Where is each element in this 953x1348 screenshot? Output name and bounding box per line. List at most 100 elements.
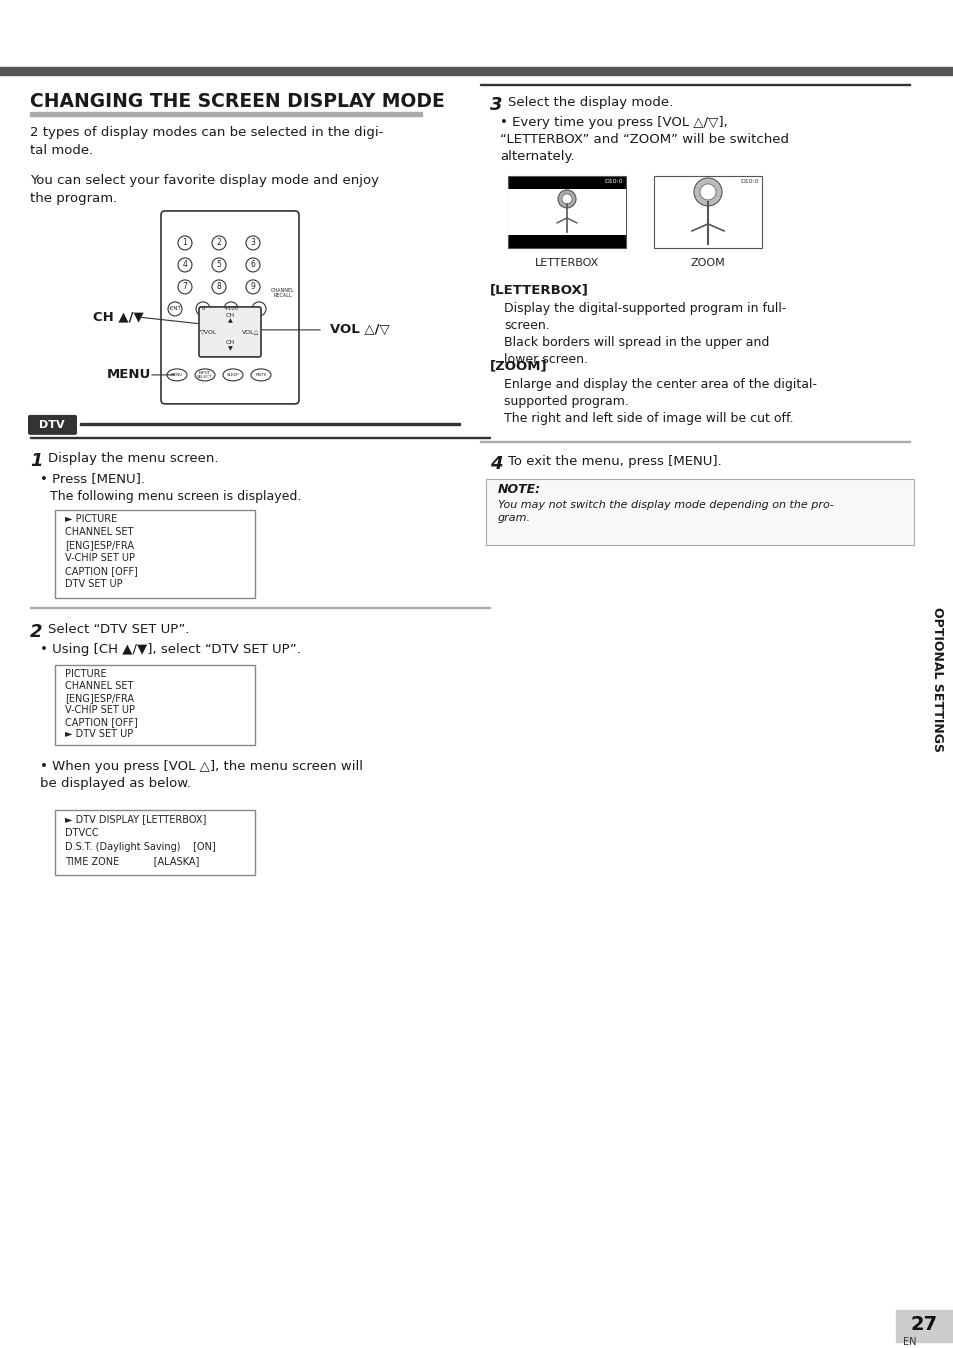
Text: DTV: DTV	[39, 419, 65, 430]
Text: • When you press [VOL △], the menu screen will
be displayed as below.: • When you press [VOL △], the menu scree…	[40, 760, 363, 790]
Circle shape	[178, 257, 192, 272]
Circle shape	[246, 257, 260, 272]
Text: CHANGING THE SCREEN DISPLAY MODE: CHANGING THE SCREEN DISPLAY MODE	[30, 92, 444, 111]
Text: CHANNEL
RECALL: CHANNEL RECALL	[271, 287, 294, 298]
Text: [LETTERBOX]: [LETTERBOX]	[490, 284, 588, 297]
Bar	[654, 177, 761, 248]
Bar	[507, 189, 625, 235]
Text: Display the digital-supported program in full-
screen.
Black borders will spread: Display the digital-supported program in…	[503, 302, 785, 365]
Text: +100: +100	[223, 306, 238, 311]
Ellipse shape	[167, 369, 187, 381]
Bar	[0, 67, 953, 75]
Text: 2 types of display modes can be selected in the digi-
tal mode.: 2 types of display modes can be selected…	[30, 125, 383, 156]
Text: CH ▲/▼: CH ▲/▼	[92, 310, 144, 324]
Circle shape	[700, 183, 716, 200]
FancyBboxPatch shape	[55, 810, 254, 875]
Text: 3: 3	[490, 96, 502, 115]
Text: 7: 7	[182, 283, 187, 291]
Ellipse shape	[194, 369, 214, 381]
Text: • Press [MENU].: • Press [MENU].	[40, 472, 145, 485]
Circle shape	[178, 236, 192, 249]
Text: [ENG]ESP/FRA: [ENG]ESP/FRA	[65, 539, 133, 550]
Text: 27: 27	[909, 1316, 937, 1335]
Text: The following menu screen is displayed.: The following menu screen is displayed.	[50, 489, 301, 503]
Circle shape	[178, 280, 192, 294]
Text: Select the display mode.: Select the display mode.	[507, 96, 673, 109]
Circle shape	[224, 302, 237, 315]
Text: V-CHIP SET UP: V-CHIP SET UP	[65, 553, 135, 563]
Text: NOTE:: NOTE:	[497, 483, 540, 496]
Text: D10:0: D10:0	[604, 179, 622, 183]
FancyBboxPatch shape	[161, 210, 298, 404]
FancyBboxPatch shape	[55, 665, 254, 745]
Text: 2: 2	[216, 239, 221, 248]
Text: MENU: MENU	[107, 368, 152, 381]
Text: Display the menu screen.: Display the menu screen.	[48, 452, 218, 465]
Text: TIME ZONE           [ALASKA]: TIME ZONE [ALASKA]	[65, 856, 199, 865]
Circle shape	[693, 178, 721, 206]
FancyBboxPatch shape	[55, 510, 254, 597]
Text: • Every time you press [VOL △/▽],
“LETTERBOX” and “ZOOM” will be switched
altern: • Every time you press [VOL △/▽], “LETTE…	[499, 116, 788, 163]
Text: Enlarge and display the center area of the digital-
supported program.
The right: Enlarge and display the center area of t…	[503, 377, 816, 425]
Text: D10:0: D10:0	[740, 179, 759, 183]
Bar	[30, 112, 421, 116]
Circle shape	[195, 302, 210, 315]
Text: 8: 8	[216, 283, 221, 291]
FancyBboxPatch shape	[28, 415, 77, 435]
Text: ZOOM: ZOOM	[690, 257, 724, 268]
Text: 1: 1	[30, 452, 43, 470]
Text: PICTURE: PICTURE	[65, 669, 107, 679]
Text: DTV SET UP: DTV SET UP	[65, 578, 123, 589]
Circle shape	[561, 194, 572, 204]
Text: 6: 6	[251, 260, 255, 270]
Text: 1: 1	[182, 239, 187, 248]
Circle shape	[558, 190, 576, 208]
Text: 4: 4	[490, 454, 502, 473]
FancyBboxPatch shape	[199, 307, 261, 357]
Text: DTVCC: DTVCC	[65, 828, 98, 837]
Text: [ENG]ESP/FRA: [ENG]ESP/FRA	[65, 693, 133, 702]
Text: -ENT: -ENT	[169, 306, 181, 311]
Circle shape	[212, 236, 226, 249]
Text: OPTIONAL SETTINGS: OPTIONAL SETTINGS	[930, 608, 943, 752]
Text: ▽VOL: ▽VOL	[200, 329, 217, 334]
Text: 5: 5	[216, 260, 221, 270]
Text: INPUT
SELECT: INPUT SELECT	[197, 371, 213, 379]
Text: 2: 2	[30, 623, 43, 640]
Circle shape	[246, 280, 260, 294]
Text: CHANNEL SET: CHANNEL SET	[65, 527, 133, 537]
Text: 0: 0	[201, 306, 205, 311]
Text: MUTE: MUTE	[254, 373, 267, 377]
Text: MENU: MENU	[171, 373, 183, 377]
Bar	[507, 177, 625, 248]
Text: 4: 4	[182, 260, 187, 270]
Ellipse shape	[223, 369, 243, 381]
Text: • Using [CH ▲/▼], select “DTV SET UP”.: • Using [CH ▲/▼], select “DTV SET UP”.	[40, 643, 300, 656]
Text: V-CHIP SET UP: V-CHIP SET UP	[65, 705, 135, 714]
Text: SLEEP: SLEEP	[227, 373, 239, 377]
Text: ► DTV DISPLAY [LETTERBOX]: ► DTV DISPLAY [LETTERBOX]	[65, 814, 206, 824]
Text: 9: 9	[251, 283, 255, 291]
Text: CAPTION [OFF]: CAPTION [OFF]	[65, 566, 138, 576]
Text: You may not switch the display mode depending on the pro-
gram.: You may not switch the display mode depe…	[497, 500, 833, 523]
Text: To exit the menu, press [MENU].: To exit the menu, press [MENU].	[507, 454, 721, 468]
Bar	[895, 1310, 953, 1341]
Text: D.S.T. (Daylight Saving)    [ON]: D.S.T. (Daylight Saving) [ON]	[65, 841, 215, 852]
Text: CH
▲: CH ▲	[225, 313, 234, 324]
Circle shape	[168, 302, 182, 315]
Circle shape	[212, 280, 226, 294]
Text: Select “DTV SET UP”.: Select “DTV SET UP”.	[48, 623, 190, 636]
Bar	[80, 423, 459, 425]
Circle shape	[212, 257, 226, 272]
Text: You can select your favorite display mode and enjoy
the program.: You can select your favorite display mod…	[30, 174, 378, 205]
Text: CH
▼: CH ▼	[225, 340, 234, 350]
Circle shape	[252, 302, 266, 315]
Text: LETTERBOX: LETTERBOX	[535, 257, 598, 268]
Circle shape	[246, 236, 260, 249]
Ellipse shape	[251, 369, 271, 381]
Text: [ZOOM]: [ZOOM]	[490, 360, 547, 373]
Text: ► DTV SET UP: ► DTV SET UP	[65, 729, 133, 739]
Text: VOL△: VOL△	[242, 329, 259, 334]
FancyBboxPatch shape	[485, 479, 913, 545]
Text: EN: EN	[902, 1337, 916, 1347]
